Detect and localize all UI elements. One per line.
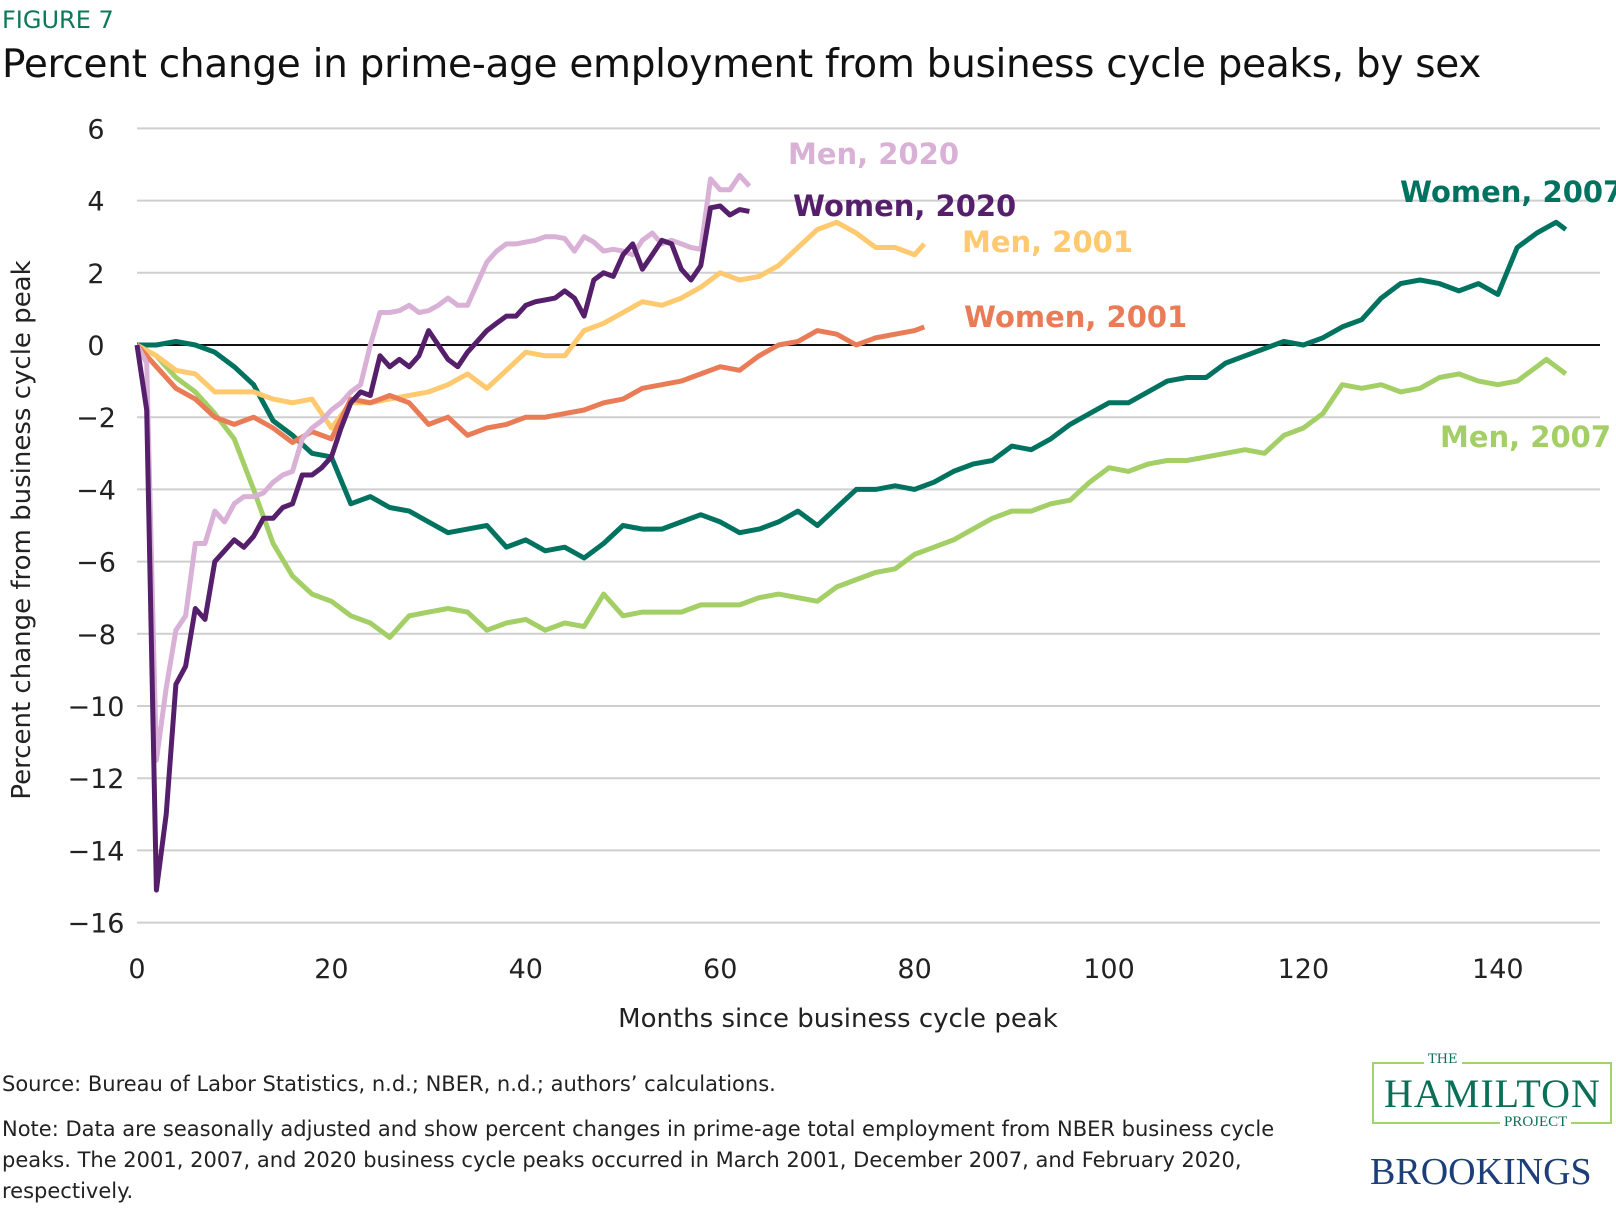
y-tick-label: 4 <box>87 187 104 218</box>
hamilton-project-logo: THE HAMILTON PROJECT <box>1372 1052 1612 1131</box>
series-line-women-2001 <box>135 324 926 445</box>
series-line-women-2020 <box>134 203 750 893</box>
figure-label: FIGURE 7 <box>2 6 114 34</box>
logo-project: PROJECT <box>1500 1114 1572 1131</box>
series-lines <box>134 172 1568 893</box>
logo-hamilton: HAMILTON <box>1384 1071 1601 1116</box>
brookings-logo: BROOKINGS <box>1370 1151 1592 1193</box>
source-note: Source: Bureau of Labor Statistics, n.d.… <box>2 1072 776 1096</box>
series-line-men-2020 <box>134 172 752 763</box>
y-tick-label: −12 <box>68 764 125 795</box>
series-labels: Men, 2007 Women, 2007 Men, 2001 Women, 2001… <box>788 137 1616 454</box>
y-tick-labels: 6 4 2 0 −2 −4 −6 −8 −10 −12 −14 −16 <box>68 114 125 939</box>
y-tick-label: −2 <box>76 403 116 434</box>
logo-the: THE <box>1424 1052 1462 1067</box>
y-tick-label: −8 <box>76 620 116 651</box>
series-label: Men, 2007 <box>1440 420 1611 454</box>
series-label: Women, 2007 <box>1400 175 1616 209</box>
series-label: Men, 2020 <box>788 137 959 171</box>
series-label: Women, 2020 <box>793 189 1016 223</box>
x-tick-label: 40 <box>509 954 543 985</box>
footnote: Note: Data are seasonally adjusted and s… <box>2 1117 1275 1203</box>
y-tick-label: −10 <box>68 692 125 723</box>
y-tick-label: −16 <box>68 909 125 940</box>
x-tick-label: 80 <box>897 954 931 985</box>
grid <box>137 127 1600 924</box>
y-tick-label: −14 <box>68 836 125 867</box>
x-tick-label: 140 <box>1472 954 1524 985</box>
y-tick-label: −6 <box>76 548 116 579</box>
y-tick-label: 6 <box>87 114 104 145</box>
x-tick-label: 100 <box>1083 954 1135 985</box>
chart-title: Percent change in prime-age employment f… <box>2 42 1482 87</box>
series-label: Women, 2001 <box>964 300 1187 334</box>
y-tick-label: −4 <box>76 475 116 506</box>
series-line-men-2001 <box>135 219 927 431</box>
x-tick-label: 60 <box>703 954 737 985</box>
x-tick-label: 0 <box>128 954 145 985</box>
y-tick-label: 0 <box>87 331 104 362</box>
x-axis-label: Months since business cycle peak <box>618 1004 1058 1034</box>
x-tick-labels: 0 20 40 60 80 100 120 140 <box>128 954 1523 985</box>
series-label: Men, 2001 <box>962 225 1133 259</box>
series-line-women-2007 <box>137 219 1568 561</box>
x-tick-label: 120 <box>1278 954 1330 985</box>
y-axis-label: Percent change from business cycle peak <box>7 260 37 799</box>
x-tick-label: 20 <box>314 954 348 985</box>
y-tick-label: 2 <box>87 259 104 290</box>
series-line-men-2007 <box>135 342 1568 640</box>
